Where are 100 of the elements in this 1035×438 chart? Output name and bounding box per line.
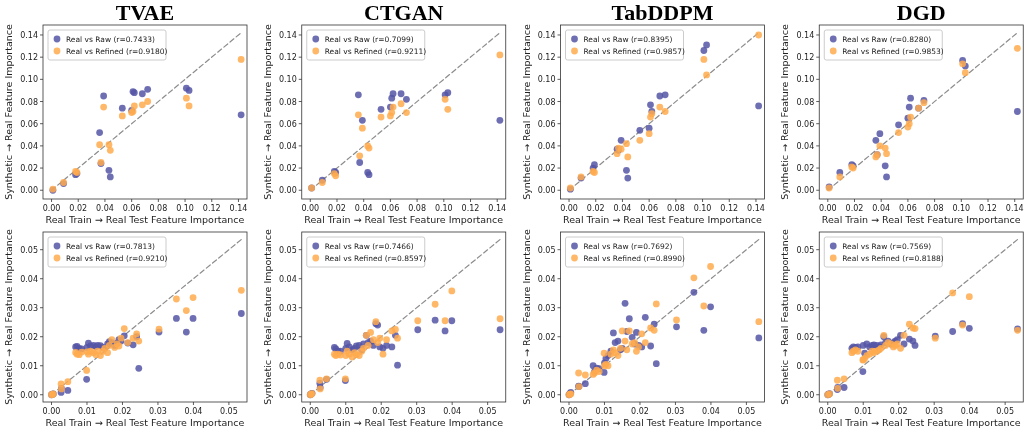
x-axis-title: Real Train → Real Test Feature Importance <box>821 417 1021 428</box>
y-tick-label: 0.01 <box>278 361 297 371</box>
y-tick-label: 0.01 <box>20 361 38 371</box>
x-tick-label: 0.12 <box>202 204 221 213</box>
x-tick-label: 0.14 <box>488 204 507 213</box>
y-tick-label: 0.05 <box>20 245 38 255</box>
x-axis-title: Real Train → Real Test Feature Importance <box>563 214 763 225</box>
chart-title: CTGAN <box>364 0 444 25</box>
x-tick-label: 0.14 <box>747 204 765 213</box>
x-tick-label: 0.05 <box>478 407 497 416</box>
y-tick-label: 0.10 <box>796 75 815 85</box>
y-tick-label: 0.02 <box>796 164 815 174</box>
x-axis-title: Real Train → Real Test Feature Importance <box>821 214 1021 225</box>
x-tick-label: 0.01 <box>595 407 614 416</box>
y-axis-title: Synthetic → Real Feature Importance <box>779 24 791 200</box>
y-tick-label: 0.04 <box>278 141 297 151</box>
y-tick-label: 0.00 <box>278 390 297 400</box>
y-tick-label: 0.02 <box>278 164 297 174</box>
y-tick-label: 0.10 <box>537 75 556 85</box>
y-tick-label: 0.06 <box>796 119 815 129</box>
x-tick-label: 0.01 <box>854 407 873 416</box>
x-tick-label: 0.02 <box>845 204 864 213</box>
y-tick-label: 0.03 <box>278 303 297 313</box>
y-tick-label: 0.00 <box>537 390 556 400</box>
y-tick-label: 0.02 <box>278 332 297 342</box>
x-tick-label: 0.12 <box>720 204 739 213</box>
x-tick-label: 0.02 <box>889 407 908 416</box>
y-tick-label: 0.08 <box>537 97 556 107</box>
x-tick-label: 0.02 <box>328 204 346 213</box>
x-tick-label: 0.12 <box>979 204 997 213</box>
x-tick-label: 0.04 <box>960 407 979 416</box>
x-tick-label: 0.02 <box>372 407 391 416</box>
x-tick-label: 0.04 <box>613 204 632 213</box>
y-tick-label: 0.14 <box>278 30 297 40</box>
x-tick-label: 0.08 <box>925 204 944 213</box>
y-tick-label: 0.14 <box>537 30 556 40</box>
y-tick-label: 0.05 <box>796 245 815 255</box>
x-tick-label: 0.03 <box>149 407 167 416</box>
x-tick-label: 0.08 <box>149 204 168 213</box>
x-tick-label: 0.08 <box>408 204 427 213</box>
x-tick-label: 0.01 <box>336 407 355 416</box>
y-axis-title: Synthetic → Real Feature Importance <box>520 24 532 200</box>
x-tick-label: 0.02 <box>631 407 649 416</box>
chart-title: TVAE <box>115 0 175 25</box>
x-tick-label: 0.08 <box>666 204 685 213</box>
x-axis-title: Real Train → Real Test Feature Importance <box>304 417 504 428</box>
chart-title: DGD <box>896 0 946 25</box>
y-tick-label: 0.04 <box>20 274 38 284</box>
y-tick-label: 0.03 <box>796 303 815 313</box>
y-tick-label: 0.08 <box>278 97 297 107</box>
x-tick-label: 0.00 <box>818 407 837 416</box>
y-tick-label: 0.03 <box>537 303 556 313</box>
y-tick-label: 0.00 <box>20 390 38 400</box>
y-tick-label: 0.14 <box>796 30 815 40</box>
x-axis-title: Real Train → Real Test Feature Importance <box>304 214 504 225</box>
x-tick-label: 0.04 <box>184 407 203 416</box>
y-axis-title: Synthetic → Real Feature Importance <box>261 24 273 200</box>
x-axis-title: Real Train → Real Test Feature Importance <box>45 214 245 225</box>
x-tick-label: 0.00 <box>560 204 578 213</box>
x-tick-label: 0.00 <box>42 204 61 213</box>
y-tick-label: 0.08 <box>796 97 815 107</box>
x-tick-label: 0.05 <box>996 407 1015 416</box>
x-tick-label: 0.10 <box>952 204 971 213</box>
y-tick-label: 0.06 <box>20 119 38 129</box>
y-tick-label: 0.00 <box>796 186 815 196</box>
y-tick-label: 0.00 <box>796 390 815 400</box>
y-axis-title: Synthetic → Real Feature Importance <box>3 24 14 200</box>
y-tick-label: 0.14 <box>20 30 38 40</box>
x-tick-label: 0.04 <box>96 204 114 213</box>
y-tick-label: 0.02 <box>537 164 556 174</box>
y-tick-label: 0.12 <box>796 53 815 63</box>
x-tick-label: 0.06 <box>381 204 400 213</box>
x-tick-label: 0.02 <box>586 204 605 213</box>
y-tick-label: 0.02 <box>796 332 815 342</box>
y-tick-label: 0.10 <box>278 75 297 85</box>
x-tick-label: 0.05 <box>737 407 756 416</box>
x-tick-label: 0.06 <box>122 204 141 213</box>
x-tick-label: 0.03 <box>407 407 426 416</box>
x-tick-label: 0.10 <box>693 204 712 213</box>
x-tick-label: 0.03 <box>666 407 685 416</box>
x-tick-label: 0.03 <box>925 407 944 416</box>
y-tick-label: 0.04 <box>537 141 556 151</box>
x-tick-label: 0.04 <box>872 204 891 213</box>
y-tick-label: 0.04 <box>537 274 556 284</box>
x-tick-label: 0.12 <box>461 204 480 213</box>
y-tick-label: 0.04 <box>796 274 815 284</box>
x-tick-label: 0.14 <box>229 204 248 213</box>
y-tick-label: 0.05 <box>278 245 297 255</box>
x-tick-label: 0.04 <box>354 204 373 213</box>
x-tick-label: 0.02 <box>69 204 88 213</box>
x-tick-label: 0.10 <box>176 204 194 213</box>
y-tick-label: 0.08 <box>20 97 38 107</box>
y-tick-label: 0.03 <box>20 303 38 313</box>
x-tick-label: 0.10 <box>434 204 453 213</box>
x-tick-label: 0.06 <box>898 204 917 213</box>
x-tick-label: 0.05 <box>220 407 238 416</box>
y-tick-label: 0.04 <box>796 141 815 151</box>
y-tick-label: 0.06 <box>537 119 556 129</box>
x-axis-title: Real Train → Real Test Feature Importance <box>563 417 763 428</box>
x-tick-label: 0.06 <box>640 204 659 213</box>
